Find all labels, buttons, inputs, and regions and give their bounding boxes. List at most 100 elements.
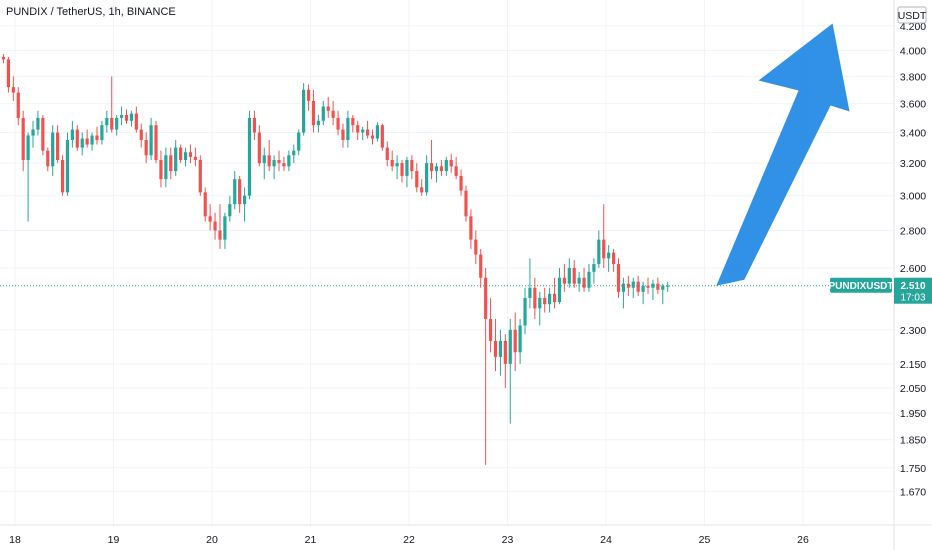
candle (587, 264, 591, 292)
candle-body (164, 155, 168, 180)
candle (454, 156, 458, 180)
currency-badge-box[interactable] (897, 6, 927, 24)
candle-body (528, 287, 532, 298)
candle (597, 230, 601, 268)
candle (208, 204, 212, 231)
candle (159, 150, 163, 188)
time-tick-label: 23 (502, 534, 514, 546)
candle-body (129, 113, 134, 121)
candle-body (587, 271, 591, 288)
candle (661, 283, 665, 305)
candle-body (174, 147, 178, 172)
candle-body (85, 138, 89, 145)
candle (370, 129, 375, 145)
candle (247, 110, 252, 200)
candle (356, 120, 360, 141)
candle-body (572, 267, 576, 284)
candle-body (223, 216, 227, 240)
candle-body (425, 163, 429, 193)
price-tick-label: 2.800 (900, 226, 926, 238)
candle (351, 115, 355, 133)
candle-body (51, 132, 55, 167)
candle (420, 179, 424, 196)
candle (548, 287, 552, 313)
time-axis[interactable]: 18 19 20 21 22 23 24 25 26 (0, 524, 932, 546)
candle-body (661, 285, 665, 290)
candles-layer (1, 54, 670, 465)
candle-body (626, 283, 630, 288)
candle-body (252, 117, 257, 133)
time-tick-label: 18 (9, 534, 21, 546)
candle (488, 297, 493, 353)
candle-body (607, 252, 611, 259)
candle (75, 125, 79, 151)
candle-body (110, 117, 114, 130)
candle (405, 156, 409, 188)
candle-body (346, 117, 350, 141)
candle-body (336, 117, 340, 130)
candle (267, 140, 271, 172)
candle-body (257, 132, 261, 164)
candle (65, 132, 70, 196)
candle-body (375, 125, 380, 139)
candle (513, 312, 517, 371)
candle-body (321, 106, 325, 121)
chart-grid (0, 0, 894, 525)
candle (262, 147, 266, 180)
candle-body (183, 152, 188, 160)
candle (616, 258, 621, 298)
candle-body (592, 264, 596, 272)
candle-body (508, 329, 512, 364)
candle-body (292, 150, 296, 156)
candle-body (434, 166, 439, 172)
price-tick-label: 4.000 (900, 46, 926, 58)
candle-body (297, 132, 301, 151)
candle (302, 83, 306, 136)
candle-body (277, 159, 281, 164)
candle (336, 110, 340, 136)
price-tick-label: 4.200 (900, 21, 926, 33)
candle (233, 171, 237, 210)
candle (493, 318, 498, 371)
price-tick-label: 1.850 (900, 435, 926, 447)
candle-body (65, 140, 70, 193)
candle-body (46, 150, 50, 167)
candle (85, 129, 89, 148)
candle (164, 147, 168, 188)
candle-body (410, 159, 414, 172)
candle-body (602, 239, 606, 259)
candle-body (351, 117, 355, 126)
candle-body (311, 100, 316, 126)
candle-body (656, 283, 660, 290)
candle (331, 100, 335, 126)
candle-body (562, 277, 566, 284)
candle-body (26, 135, 30, 160)
price-tag-symbol: PUNDIXUSDT (828, 281, 893, 292)
candle-body (316, 120, 320, 126)
candle (577, 271, 581, 292)
candle (508, 318, 512, 424)
price-tag-value-box (894, 277, 932, 304)
candle (636, 275, 640, 296)
price-axis[interactable]: 4.200 4.000 3.800 3.600 3.400 3.200 3.000 2.800… (893, 0, 926, 550)
candle-body (582, 277, 586, 288)
candle (11, 76, 15, 101)
candle (365, 120, 370, 139)
candle (110, 76, 114, 133)
candle-body (370, 135, 375, 139)
candle-body (395, 163, 399, 167)
candle (124, 109, 129, 124)
candle-body (523, 297, 527, 326)
candle-body (341, 129, 345, 141)
candle-body (429, 163, 434, 172)
price-tick-label: 1.950 (900, 408, 926, 420)
candle-body (247, 117, 252, 196)
candle-body (238, 179, 242, 205)
candle-body (636, 281, 640, 292)
candle (272, 155, 276, 180)
candle-body (267, 155, 271, 167)
bullish-arrow-annotation[interactable] (716, 23, 850, 286)
candle (523, 287, 527, 335)
candle (572, 260, 576, 288)
